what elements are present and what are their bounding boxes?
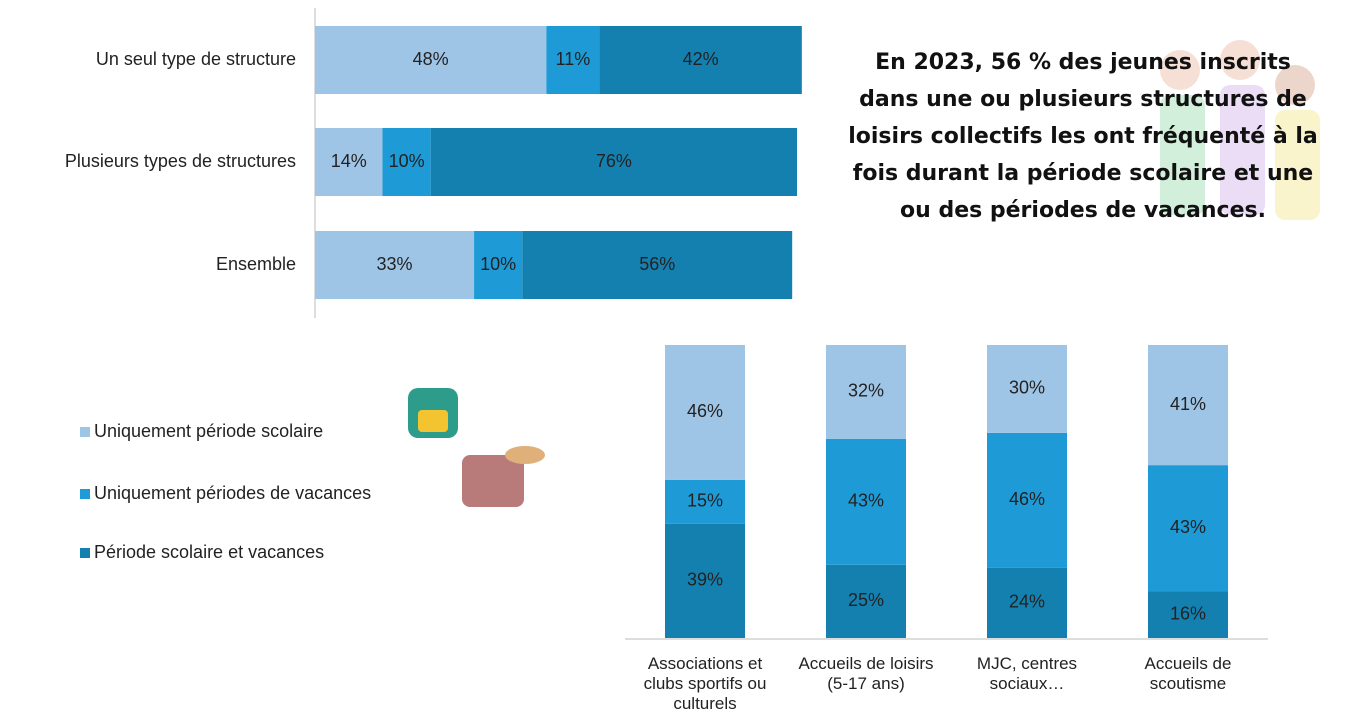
data-label: 43% [848, 491, 884, 511]
bar-segment [315, 231, 475, 299]
bar-segment [522, 231, 793, 299]
backpack-icon [408, 388, 458, 438]
legend-swatch [80, 489, 90, 499]
bar-segment [665, 479, 745, 524]
bar-segment [315, 128, 383, 196]
data-label: 39% [687, 570, 723, 590]
data-label: 10% [480, 254, 516, 274]
data-label: 33% [377, 254, 413, 274]
bar-segment [987, 345, 1067, 433]
bar-segment [599, 26, 802, 94]
bar-segment [546, 26, 600, 94]
annotation: En 2023, 56 % des jeunes inscrits dans u… [848, 50, 1318, 223]
data-label: 46% [687, 401, 723, 421]
data-label: 76% [596, 151, 632, 171]
bar-segment [665, 523, 745, 638]
bar-segment [826, 438, 906, 565]
data-label: 15% [687, 491, 723, 511]
bar-segment [382, 128, 431, 196]
data-label: 11% [556, 49, 591, 69]
data-label: 14% [331, 151, 367, 171]
data-label: 56% [639, 254, 675, 274]
x-tick-label: Accueils de loisirs (5-17 ans) [798, 654, 934, 693]
data-label: 46% [1009, 489, 1045, 509]
x-tick-label-text: Accueils de loisirs (5-17 ans) [798, 654, 934, 693]
data-label: 48% [413, 49, 449, 69]
bar-segment [315, 26, 547, 94]
y-tick-label: Ensemble [216, 254, 296, 274]
bar-segment [826, 345, 906, 439]
legend-label: Uniquement période scolaire [94, 421, 323, 441]
data-label: 30% [1009, 378, 1045, 398]
illustration [1160, 40, 1320, 220]
x-tick-label: Associations et clubs sportifs ou cultur… [643, 654, 767, 713]
bar-segment [987, 432, 1067, 568]
x-tick-label: Accueils de scoutisme [1144, 654, 1232, 693]
data-label: 32% [848, 381, 884, 401]
data-label: 43% [1170, 517, 1206, 537]
bar-segment [665, 345, 745, 480]
bar-segment [1148, 345, 1228, 466]
legend-label: Période scolaire et vacances [94, 542, 324, 562]
data-label: 41% [1170, 394, 1206, 414]
data-label: 42% [683, 49, 719, 69]
x-tick-label-text: MJC, centres sociaux… [976, 654, 1078, 693]
legend-label: Uniquement périodes de vacances [94, 483, 371, 503]
data-label: 24% [1009, 592, 1045, 612]
data-label: 25% [848, 590, 884, 610]
x-tick-label-text: Accueils de scoutisme [1144, 654, 1232, 693]
bar-segment [1148, 465, 1228, 592]
suitcase-icon [462, 446, 545, 507]
x-tick-label: MJC, centres sociaux… [976, 654, 1078, 693]
y-tick-label: Un seul type de structure [96, 49, 296, 69]
bar-segment [474, 231, 523, 299]
bar-segment [430, 128, 797, 196]
data-label: 10% [389, 151, 425, 171]
bar-segment [826, 564, 906, 638]
data-label: 16% [1170, 603, 1206, 623]
bar-segment [987, 567, 1067, 638]
bar-segment [1148, 591, 1228, 638]
legend-swatch [80, 427, 90, 437]
legend-swatch [80, 548, 90, 558]
x-tick-label-text: Associations et clubs sportifs ou cultur… [643, 654, 767, 713]
y-tick-label: Plusieurs types de structures [65, 151, 296, 171]
